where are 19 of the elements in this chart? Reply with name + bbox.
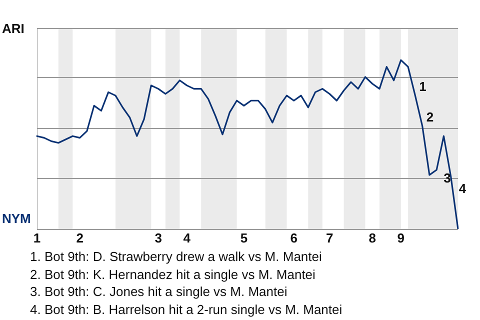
x-tick-label: 4 (183, 230, 192, 246)
text: 4. Bot 9th: B. Harrelson hit a 2-run single vs M. Mantei (30, 300, 342, 318)
text: NYM (2, 211, 31, 226)
x-tick-label: 7 (326, 230, 334, 246)
annotation: 2 (426, 110, 434, 125)
annotation: 3 (444, 170, 451, 186)
annotation: 1 (419, 79, 426, 94)
text: 2. Bot 9th: K. Hernandez hit a single vs M. Mantei (30, 266, 316, 283)
text: ARI (2, 21, 24, 36)
x-tick-label: 9 (397, 230, 405, 246)
x-tick-label: 3 (154, 230, 162, 246)
annotation: 4 (458, 181, 467, 196)
x-tick-label: 5 (240, 230, 248, 246)
x-tick-label: 1 (33, 230, 41, 246)
x-tick-label: 2 (76, 230, 84, 246)
x-tick-label: 8 (368, 230, 376, 246)
text: 3. Bot 9th: C. Jones hit a single vs M. Mantei (30, 283, 288, 300)
text: 1. Bot 9th: D. Strawberry drew a walk vs M. Mantei (30, 248, 323, 266)
x-tick-label: 6 (290, 230, 298, 246)
